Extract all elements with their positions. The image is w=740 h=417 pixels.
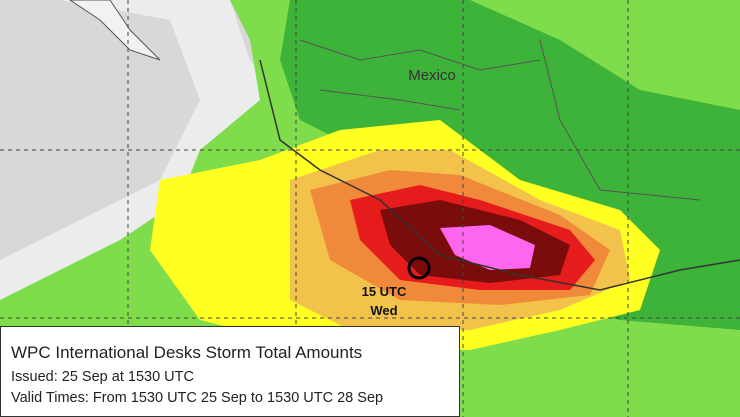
issued: Issued: 25 Sep at 1530 UTC <box>11 369 194 385</box>
baja <box>69 0 161 61</box>
rain-magenta <box>440 225 535 270</box>
box-title: WPC International Desks Storm Total Amou… <box>11 343 363 362</box>
country-label: Mexico <box>408 67 456 84</box>
storm-position <box>407 256 431 280</box>
storm-time: 15 UTC <box>362 284 407 299</box>
borders <box>299 39 701 201</box>
valid-times: Valid Times: From 1530 UTC 25 Sep to 153… <box>11 390 384 406</box>
legend-box: WPC International Desks Storm Total Amou… <box>0 326 460 417</box>
storm-day: Wed <box>370 303 397 318</box>
coastline <box>259 59 740 291</box>
